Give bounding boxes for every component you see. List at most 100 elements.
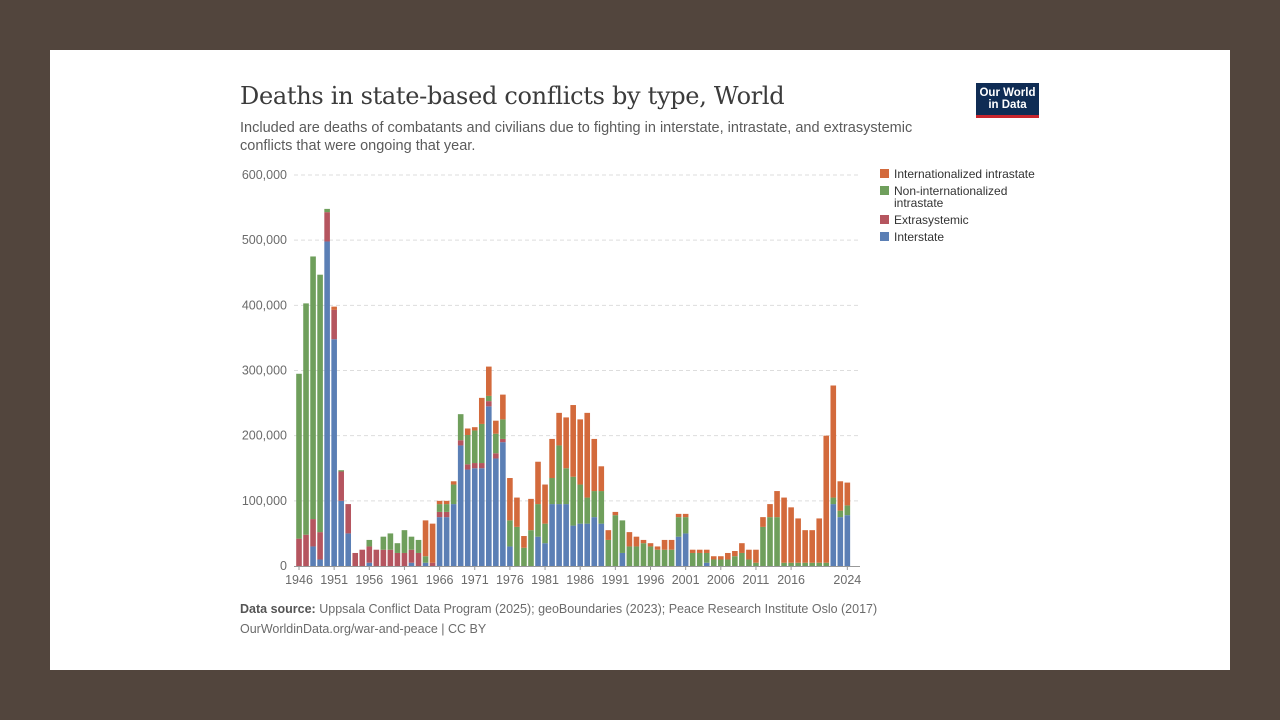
bar-segment-internationalized xyxy=(521,536,527,548)
legend-item-internationalized[interactable]: Internationalized intrastate xyxy=(880,168,1035,180)
bar-segment-internationalized xyxy=(450,481,457,485)
bar-segment-non-internationalized xyxy=(640,543,647,566)
bar-segment-extrasystemic xyxy=(296,538,302,566)
bar-segment-interstate xyxy=(457,445,464,566)
bar-segment-interstate xyxy=(436,517,443,567)
bar-segment-internationalized xyxy=(612,511,619,516)
bar-segment-internationalized xyxy=(584,412,591,498)
bar-segment-interstate xyxy=(703,562,710,566)
bar-segment-interstate xyxy=(570,525,576,566)
legend-swatch-internationalized xyxy=(880,169,889,178)
bar-segment-extrasystemic xyxy=(345,504,352,534)
bar-segment-internationalized xyxy=(577,419,583,485)
bar-segment-non-internationalized xyxy=(760,526,766,566)
bar-segment-non-internationalized xyxy=(387,533,394,550)
footer-link[interactable]: OurWorldinData.org/war-and-peace | CC BY xyxy=(240,622,487,636)
bar-segment-extrasystemic xyxy=(408,549,415,563)
bar-segment-interstate xyxy=(837,517,844,567)
bar-segment-internationalized xyxy=(443,500,450,505)
bar-segment-internationalized xyxy=(493,420,499,434)
bar-segment-internationalized xyxy=(675,513,682,518)
bar-segment-extrasystemic xyxy=(331,309,337,340)
bar-segment-internationalized xyxy=(802,530,808,563)
bar-segment-non-internationalized xyxy=(570,476,576,526)
legend-item-extrasystemic[interactable]: Extrasystemic xyxy=(880,214,1035,226)
y-tick-label: 200,000 xyxy=(242,429,287,443)
bar-segment-interstate xyxy=(619,552,626,566)
bar-segment-extrasystemic xyxy=(493,453,499,459)
y-tick-label: 500,000 xyxy=(242,233,287,247)
bar-segment-internationalized xyxy=(774,491,780,518)
bar-segment-non-internationalized xyxy=(781,562,787,566)
bar-segment-extrasystemic xyxy=(500,438,506,443)
bar-segment-interstate xyxy=(493,458,499,566)
bar-segment-interstate xyxy=(422,562,429,566)
bar-segment-non-internationalized xyxy=(788,562,794,566)
bar-segment-internationalized xyxy=(598,466,605,492)
bar-segment-extrasystemic xyxy=(303,534,309,566)
bar-segment-non-internationalized xyxy=(739,552,745,566)
bar-segment-non-internationalized xyxy=(654,549,661,566)
bar-segment-extrasystemic xyxy=(352,552,359,566)
bar-segment-non-internationalized xyxy=(612,515,619,566)
bar-segment-internationalized xyxy=(746,549,752,560)
legend-swatch-interstate xyxy=(880,232,889,241)
bar-segment-internationalized xyxy=(542,484,548,524)
bar-segment-extrasystemic xyxy=(380,549,387,566)
bar-segment-internationalized xyxy=(535,461,541,505)
bar-segment-non-internationalized xyxy=(436,504,443,512)
bar-segment-interstate xyxy=(345,533,352,566)
bar-segment-interstate xyxy=(556,504,562,566)
bar-segment-internationalized xyxy=(507,478,513,521)
bar-segment-non-internationalized xyxy=(317,274,323,533)
bar-segment-non-internationalized xyxy=(830,497,837,505)
bar-segment-interstate xyxy=(471,468,478,566)
bar-segment-internationalized xyxy=(486,366,492,396)
bar-segment-interstate xyxy=(563,504,569,566)
owid-logo[interactable]: Our World in Data xyxy=(976,83,1039,118)
legend-label-extrasystemic: Extrasystemic xyxy=(894,213,969,227)
bar-segment-internationalized xyxy=(591,438,598,492)
bar-segment-internationalized xyxy=(767,504,773,518)
bar-segment-internationalized xyxy=(429,523,436,563)
legend-item-non-internationalized[interactable]: Non-internationalized intrastate xyxy=(880,185,1035,209)
bar-segment-extrasystemic xyxy=(338,471,344,501)
x-tick-label: 1956 xyxy=(355,573,383,587)
bar-segment-extrasystemic xyxy=(436,511,443,518)
bar-segment-internationalized xyxy=(809,530,815,563)
bar-segment-internationalized xyxy=(436,500,443,505)
x-tick-label: 2016 xyxy=(777,573,805,587)
bar-segment-interstate xyxy=(450,504,457,566)
bar-segment-extrasystemic xyxy=(394,552,401,566)
bar-segment-non-internationalized xyxy=(401,530,408,553)
bar-segment-internationalized xyxy=(830,385,837,498)
bar-segment-interstate xyxy=(331,339,337,566)
bar-segment-non-internationalized xyxy=(549,478,555,505)
bar-segment-internationalized xyxy=(760,517,766,527)
bar-segment-extrasystemic xyxy=(478,463,485,469)
bar-segment-internationalized xyxy=(753,549,759,563)
bar-segment-non-internationalized xyxy=(746,559,752,566)
bar-segment-non-internationalized xyxy=(500,419,506,439)
y-tick-label: 400,000 xyxy=(242,298,287,312)
bar-segment-extrasystemic xyxy=(464,464,471,470)
bar-segment-non-internationalized xyxy=(528,530,534,566)
bar-segment-interstate xyxy=(549,504,555,566)
bar-segment-extrasystemic xyxy=(415,552,422,566)
bar-segment-non-internationalized xyxy=(338,470,344,472)
x-tick-label: 1981 xyxy=(531,573,559,587)
legend-swatch-extrasystemic xyxy=(880,215,889,224)
legend-item-interstate[interactable]: Interstate xyxy=(880,231,1035,243)
bar-segment-interstate xyxy=(535,536,541,566)
bar-segment-non-internationalized xyxy=(718,559,724,566)
bar-segment-non-internationalized xyxy=(415,539,422,553)
bar-segment-interstate xyxy=(675,536,682,566)
bar-segment-interstate xyxy=(408,562,415,566)
bar-segment-non-internationalized xyxy=(844,505,851,516)
bar-segment-non-internationalized xyxy=(408,536,415,550)
bar-segment-extrasystemic xyxy=(457,440,464,446)
bar-segment-non-internationalized xyxy=(626,546,633,566)
x-tick-label: 2024 xyxy=(833,573,861,587)
x-tick-label: 1996 xyxy=(637,573,665,587)
bar-segment-extrasystemic xyxy=(429,562,436,566)
